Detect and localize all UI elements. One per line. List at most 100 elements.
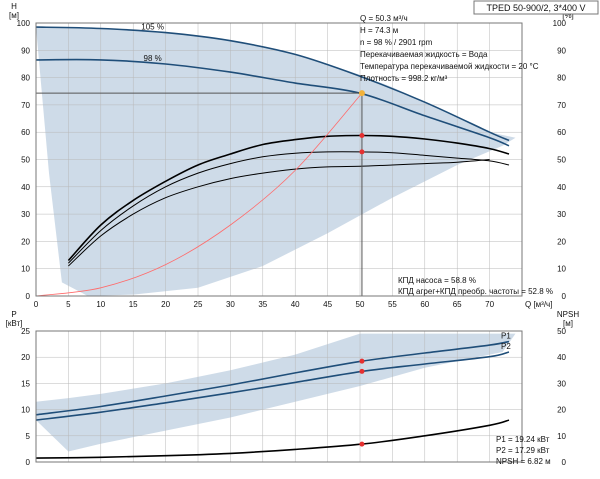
upper-y-tick-left: 10 [21, 265, 30, 274]
upper-x-tick: 65 [453, 300, 462, 309]
upper-y-label-left: H [11, 2, 17, 11]
lower-y-tick-left: 0 [26, 458, 31, 467]
lower-y-tick-right: 0 [562, 458, 567, 467]
lower-frame [35, 330, 523, 463]
upper-y-tick-left: 0 [26, 292, 31, 301]
upper-x-tick: 15 [129, 300, 138, 309]
lower-y-label-left-unit: [кВт] [6, 319, 23, 328]
upper-x-tick: 25 [194, 300, 203, 309]
info-density: Плотность = 998.2 кг/м³ [360, 74, 448, 83]
info-liquid: Перекачиваемая жидкость = Вода [360, 50, 488, 59]
upper-y-tick-right: 70 [557, 101, 566, 110]
upper-y-tick-left: 100 [17, 19, 31, 28]
info-flow: Q = 50.3 м³/ч [360, 14, 408, 23]
upper-y-tick-right: 90 [557, 46, 566, 55]
lower-y-tick-right: 30 [557, 379, 566, 388]
upper-y-tick-right: 30 [557, 210, 566, 219]
upper-frame [35, 22, 523, 297]
duty-point-head [358, 90, 365, 97]
upper-y-tick-left: 90 [21, 46, 30, 55]
info-pump-eff: КПД насоса = 58.8 % [398, 276, 476, 285]
info-temperature: Температура перекачиваемой жидкости = 20… [360, 62, 539, 71]
system-curve [35, 92, 363, 297]
model-label: TPED 50-900/2, 3*400 V [486, 3, 585, 13]
lower-y-tick-left: 15 [21, 379, 30, 388]
power-curve-label: P2 [501, 342, 511, 351]
head-curve [35, 26, 510, 142]
upper-y-tick-right: 0 [562, 292, 567, 301]
upper-y-tick-right: 60 [557, 128, 566, 137]
upper-envelope-area [36, 27, 516, 296]
upper-x-tick: 70 [485, 300, 494, 309]
head-curve [35, 58, 510, 147]
info-speed: n = 98 % / 2901 rpm [360, 38, 433, 47]
efficiency-info: КПД насоса = 58.8 % КПД агрег+КПД преобр… [398, 276, 553, 296]
efficiency-curve [68, 151, 510, 264]
upper-grid [35, 22, 522, 297]
upper-x-tick: 45 [323, 300, 332, 309]
duty-point-efficiency [359, 149, 365, 155]
upper-x-tick: 20 [161, 300, 170, 309]
model-label-box [473, 0, 599, 15]
operating-info-top: Q = 50.3 м³/ч H = 74.3 м n = 98 % / 2901… [360, 14, 539, 83]
info-head: H = 74.3 м [360, 26, 398, 35]
lower-y-tick-right: 50 [557, 327, 566, 336]
power-curve [35, 351, 510, 421]
lower-y-tick-right: 20 [557, 406, 566, 415]
lower-y-tick-left: 25 [21, 327, 30, 336]
lower-y-tick-left: 10 [21, 406, 30, 415]
head-curve-label: 98 % [144, 54, 162, 63]
upper-operating-range [36, 27, 516, 296]
upper-y-tick-left: 70 [21, 101, 30, 110]
upper-y-tick-right: 80 [557, 74, 566, 83]
lower-y-tick-right: 10 [557, 432, 566, 441]
upper-curves: 105 % 98 % [35, 23, 510, 297]
lower-y-label-left: P [11, 310, 16, 319]
upper-x-tick: 35 [258, 300, 267, 309]
head-curve-label: 105 % [141, 23, 164, 32]
upper-x-tick: 0 [34, 300, 39, 309]
upper-y-tick-left: 20 [21, 237, 30, 246]
info-total-eff: КПД агрег+КПД преобр. частоты = 52.8 % [398, 287, 553, 296]
lower-envelope-area [36, 333, 516, 452]
lower-y-tick-left: 5 [26, 432, 31, 441]
upper-y-tick-left: 60 [21, 128, 30, 137]
power-curve [35, 340, 510, 416]
power-info: P1 = 19.24 кВт P2 = 17.29 кВт NPSH = 6.8… [496, 435, 551, 466]
upper-x-tick: 10 [96, 300, 105, 309]
lower-y-label-right-unit: [м] [563, 319, 573, 328]
duty-point-npsh [359, 441, 365, 447]
npsh-curve [35, 419, 510, 459]
upper-x-tick: 5 [66, 300, 71, 309]
upper-y-tick-right: 40 [557, 183, 566, 192]
upper-y-tick-right: 100 [553, 19, 567, 28]
upper-y-tick-left: 40 [21, 183, 30, 192]
efficiency-curve [68, 159, 490, 267]
upper-x-tick: 50 [356, 300, 365, 309]
upper-x-tick: 55 [388, 300, 397, 309]
lower-y-tick-right: 40 [557, 353, 566, 362]
efficiency-curve [67, 134, 510, 262]
upper-x-label: Q [м³/ч] [525, 300, 552, 309]
upper-x-tick: 60 [420, 300, 429, 309]
upper-x-tick: 30 [226, 300, 235, 309]
info-p2: P2 = 17.29 кВт [496, 446, 550, 455]
upper-y-tick-right: 10 [557, 265, 566, 274]
upper-y-label-left-unit: [м] [9, 11, 19, 20]
lower-y-tick-left: 20 [21, 353, 30, 362]
upper-y-tick-left: 80 [21, 74, 30, 83]
upper-y-label-right-unit: [%] [562, 11, 574, 20]
upper-y-tick-left: 50 [21, 156, 30, 165]
upper-y-tick-right: 50 [557, 156, 566, 165]
upper-x-tick: 40 [291, 300, 300, 309]
info-npsh: NPSH = 6.82 м [496, 457, 551, 466]
duty-point-efficiency [359, 132, 365, 138]
info-p1: P1 = 19.24 кВт [496, 435, 550, 444]
upper-y-tick-right: 20 [557, 237, 566, 246]
duty-point-p2 [359, 368, 365, 374]
lower-axes: 0 5 10 15 20 25 0 10 20 30 40 50 P[кВт] NPSH[м] [6, 310, 580, 467]
